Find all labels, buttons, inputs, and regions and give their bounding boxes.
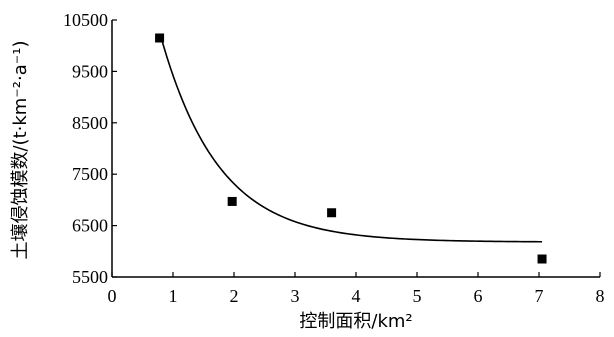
- data-point: [227, 196, 237, 206]
- y-tick-label: 10500: [63, 10, 108, 30]
- x-tick-label: 1: [169, 286, 178, 306]
- x-tick-label: 4: [352, 286, 361, 306]
- x-tick-label: 0: [108, 286, 117, 306]
- y-tick-label: 7500: [72, 164, 108, 184]
- x-tick-label: 5: [413, 286, 422, 306]
- y-tick-label: 5500: [72, 267, 108, 287]
- data-point: [537, 254, 547, 264]
- data-point: [155, 33, 165, 43]
- x-tick-label: 8: [596, 286, 605, 306]
- x-tick-label: 7: [535, 286, 544, 306]
- plot-area: 0 1 2 3 4 5 6 7 8 5500 6500 7500 8500 9500 10500: [63, 10, 605, 306]
- y-tick-label: 8500: [72, 113, 108, 133]
- x-axis-ticks: 0 1 2 3 4 5 6 7 8: [108, 272, 605, 306]
- y-axis-title: 土壤侵蚀模数/(t·km⁻²·a⁻¹): [10, 40, 31, 259]
- x-tick-label: 6: [474, 286, 483, 306]
- fit-curve: [160, 36, 543, 243]
- x-tick-label: 2: [230, 286, 239, 306]
- data-points: [155, 33, 547, 264]
- y-tick-label: 9500: [72, 61, 108, 81]
- y-axis-ticks: 5500 6500 7500 8500 9500 10500: [63, 10, 117, 287]
- data-point: [327, 208, 337, 218]
- x-tick-label: 3: [291, 286, 300, 306]
- x-axis-title: 控制面积/km²: [299, 311, 412, 332]
- y-tick-label: 6500: [72, 216, 108, 236]
